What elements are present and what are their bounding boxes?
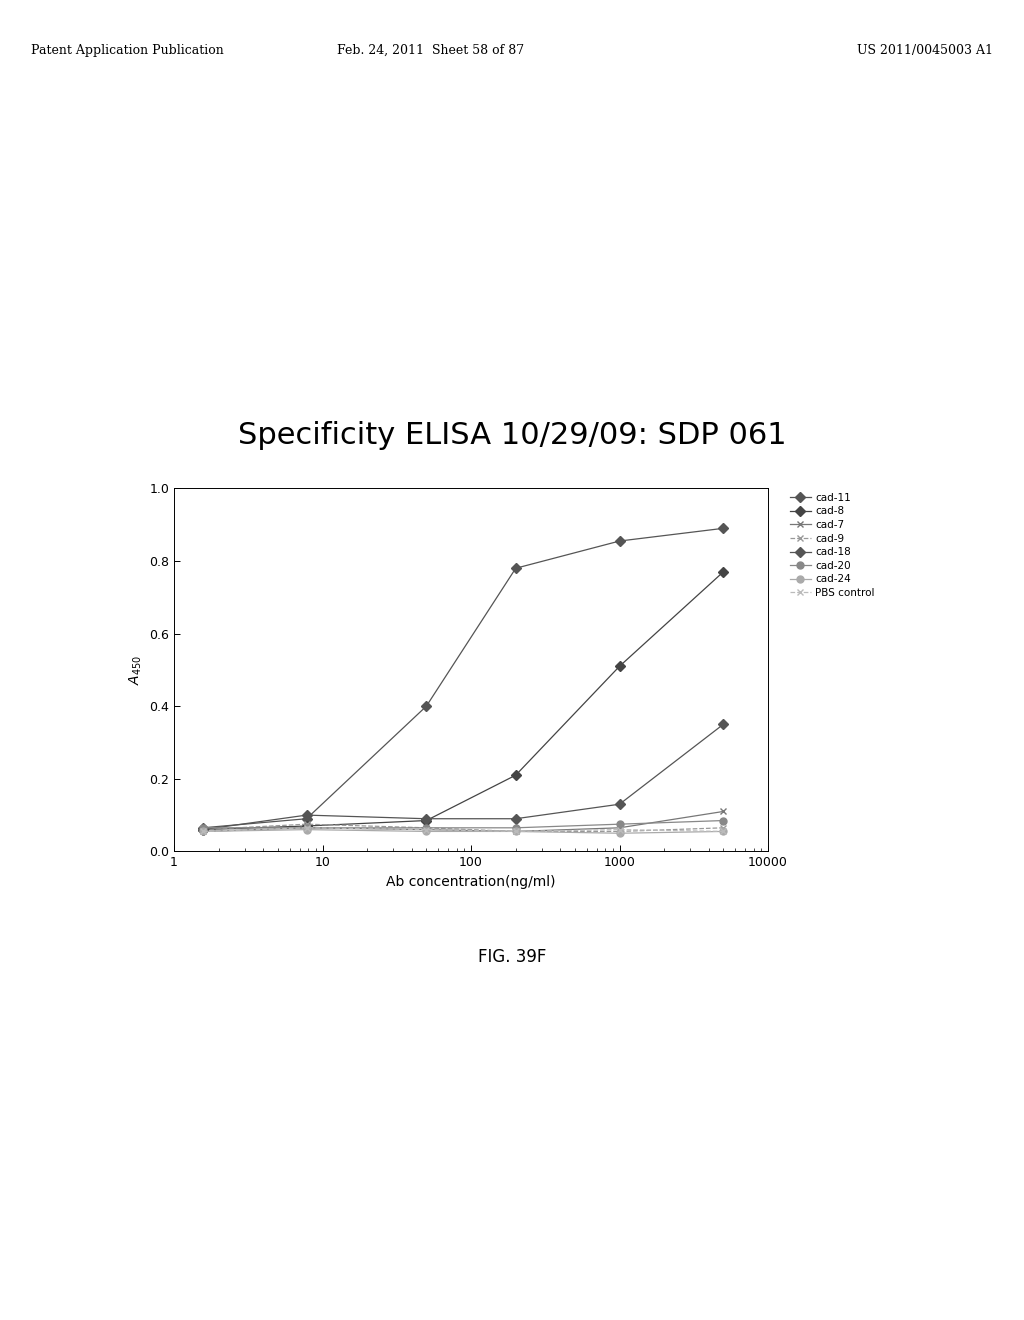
Line: cad-11: cad-11 <box>200 525 727 832</box>
Text: Patent Application Publication: Patent Application Publication <box>31 44 223 57</box>
cad-7 <box>717 804 729 820</box>
cad-20 <box>197 820 209 836</box>
X-axis label: Ab concentration(ng/ml): Ab concentration(ng/ml) <box>386 875 556 888</box>
PBS control <box>717 824 729 840</box>
Line: cad-7: cad-7 <box>200 808 727 836</box>
cad-8 <box>717 564 729 579</box>
cad-24 <box>510 824 522 840</box>
cad-11 <box>300 810 312 826</box>
cad-24 <box>300 821 312 838</box>
cad-7 <box>613 820 626 836</box>
cad-9 <box>420 820 432 836</box>
PBS control <box>510 824 522 840</box>
cad-11 <box>197 820 209 836</box>
cad-24 <box>613 825 626 841</box>
Line: cad-8: cad-8 <box>200 569 727 833</box>
cad-24 <box>717 824 729 840</box>
cad-9 <box>510 824 522 840</box>
Text: Specificity ELISA 10/29/09: SDP 061: Specificity ELISA 10/29/09: SDP 061 <box>238 421 786 450</box>
PBS control <box>420 821 432 838</box>
Y-axis label: $A_{450}$: $A_{450}$ <box>127 655 143 685</box>
cad-8 <box>510 767 522 783</box>
Line: PBS control: PBS control <box>200 824 727 836</box>
cad-18 <box>613 796 626 812</box>
cad-18 <box>197 821 209 838</box>
cad-24 <box>197 824 209 840</box>
cad-8 <box>300 818 312 834</box>
cad-8 <box>420 813 432 829</box>
cad-9 <box>197 821 209 838</box>
Legend: cad-11, cad-8, cad-7, cad-9, cad-18, cad-20, cad-24, PBS control: cad-11, cad-8, cad-7, cad-9, cad-18, cad… <box>785 488 879 602</box>
cad-7 <box>197 824 209 840</box>
cad-9 <box>613 824 626 840</box>
cad-20 <box>717 813 729 829</box>
cad-8 <box>197 821 209 838</box>
PBS control <box>300 820 312 836</box>
cad-11 <box>420 698 432 714</box>
cad-7 <box>300 820 312 836</box>
cad-20 <box>613 816 626 832</box>
cad-20 <box>300 820 312 836</box>
Line: cad-9: cad-9 <box>200 821 727 836</box>
cad-18 <box>420 810 432 826</box>
cad-18 <box>510 810 522 826</box>
Text: Feb. 24, 2011  Sheet 58 of 87: Feb. 24, 2011 Sheet 58 of 87 <box>337 44 523 57</box>
Text: FIG. 39F: FIG. 39F <box>478 948 546 966</box>
cad-9 <box>300 816 312 832</box>
cad-7 <box>420 821 432 838</box>
cad-8 <box>613 659 626 675</box>
cad-7 <box>510 824 522 840</box>
cad-20 <box>420 820 432 836</box>
cad-18 <box>717 717 729 733</box>
PBS control <box>613 821 626 838</box>
Line: cad-20: cad-20 <box>200 817 727 832</box>
cad-11 <box>717 520 729 536</box>
PBS control <box>197 824 209 840</box>
cad-9 <box>717 820 729 836</box>
Line: cad-24: cad-24 <box>200 826 727 837</box>
Line: cad-18: cad-18 <box>200 721 727 833</box>
cad-11 <box>510 560 522 576</box>
Text: US 2011/0045003 A1: US 2011/0045003 A1 <box>857 44 993 57</box>
cad-18 <box>300 807 312 824</box>
cad-24 <box>420 824 432 840</box>
cad-11 <box>613 533 626 549</box>
cad-20 <box>510 820 522 836</box>
